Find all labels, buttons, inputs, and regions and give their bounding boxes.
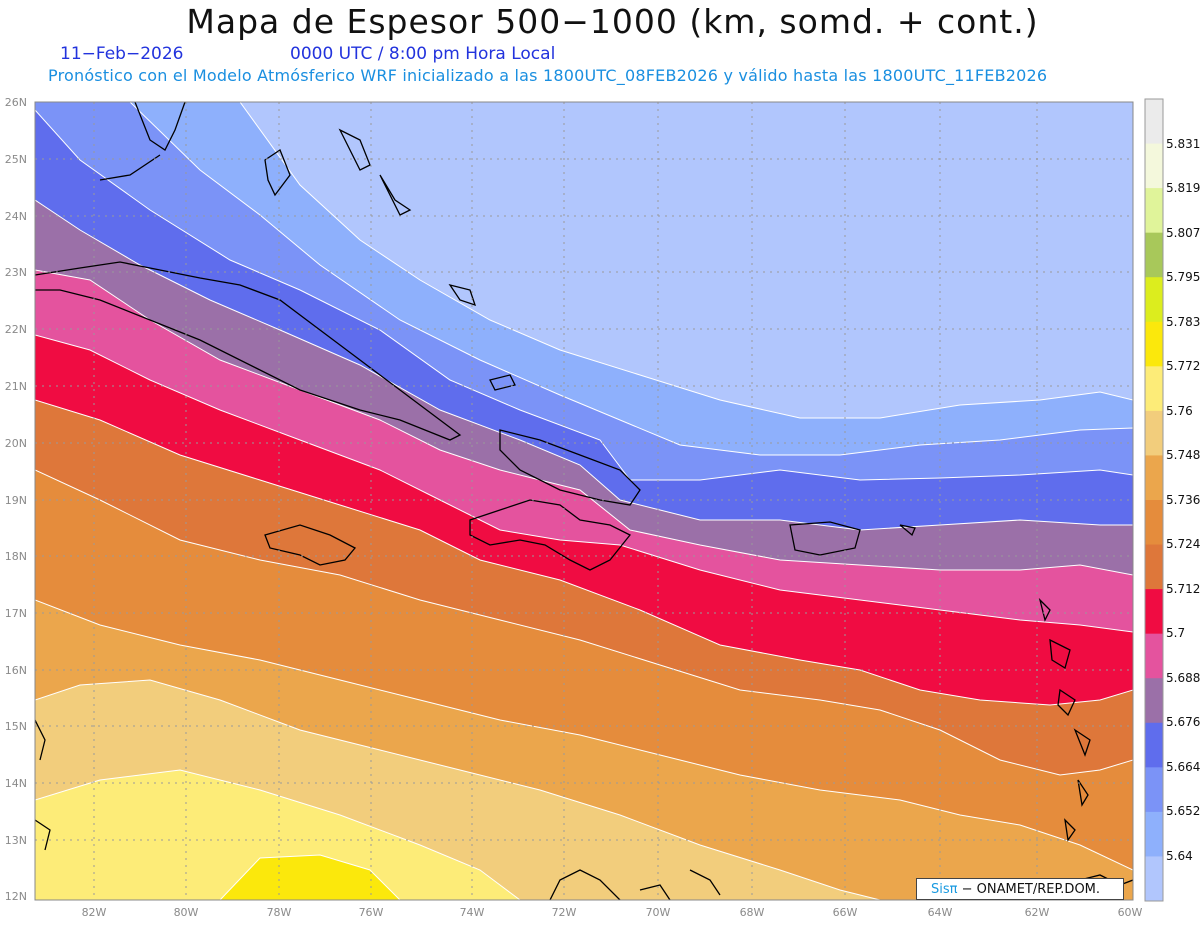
- colorbar-label: 5.64: [1166, 849, 1193, 863]
- colorbar-label: 5.748: [1166, 448, 1200, 462]
- colorbar-swatch: [1145, 589, 1163, 635]
- lon-label: 66W: [833, 906, 858, 919]
- lat-label: 16N: [5, 664, 27, 677]
- forecast-time: 0000 UTC / 8:00 pm Hora Local: [290, 44, 556, 64]
- colorbar-swatch: [1145, 410, 1163, 456]
- colorbar-label: 5.736: [1166, 493, 1200, 507]
- lon-label: 62W: [1025, 906, 1050, 919]
- lon-label: 70W: [646, 906, 671, 919]
- lat-label: 13N: [5, 834, 27, 847]
- lon-label: 80W: [174, 906, 199, 919]
- colorbar-swatch: [1145, 722, 1163, 768]
- gridlines: [35, 102, 1133, 900]
- lon-label: 72W: [552, 906, 577, 919]
- colorbar-label: 5.7: [1166, 626, 1185, 640]
- lon-label: 64W: [928, 906, 953, 919]
- credit-text: − ONAMET/REP.DOM.: [961, 882, 1101, 897]
- colorbar-swatch: [1145, 277, 1163, 323]
- lon-label: 82W: [82, 906, 107, 919]
- credit-box: Sisπ − ONAMET/REP.DOM.: [916, 878, 1124, 900]
- lat-labels: 26N 25N 24N 23N 22N 21N 20N 19N 18N 17N …: [5, 96, 27, 903]
- colorbar-swatch: [1145, 321, 1163, 367]
- colorbar-label: 5.795: [1166, 270, 1200, 284]
- colorbar-swatch: [1145, 544, 1163, 590]
- colorbar-label: 5.783: [1166, 315, 1200, 329]
- map-title: Mapa de Espesor 500−1000 (km, somd. + co…: [186, 2, 1039, 41]
- colorbar-swatch: [1145, 366, 1163, 412]
- forecast-date: 11−Feb−2026: [60, 44, 184, 64]
- colorbar-swatch: [1145, 767, 1163, 813]
- lat-label: 25N: [5, 153, 27, 166]
- colorbar-label: 5.772: [1166, 359, 1200, 373]
- colorbar-labels: 5.831 5.819 5.807 5.795 5.783 5.772 5.76…: [1166, 137, 1200, 863]
- colorbar-swatch: [1145, 811, 1163, 857]
- lat-label: 14N: [5, 777, 27, 790]
- lon-label: 60W: [1118, 906, 1143, 919]
- colorbar-label: 5.652: [1166, 804, 1200, 818]
- colorbar-swatch: [1145, 232, 1163, 278]
- contour-fills: [35, 102, 1133, 900]
- colorbar-swatch: [1145, 455, 1163, 501]
- colorbar-swatch: [1145, 143, 1163, 189]
- lat-label: 15N: [5, 720, 27, 733]
- lat-label: 20N: [5, 437, 27, 450]
- colorbar-swatch: [1145, 633, 1163, 679]
- colorbar-label: 5.76: [1166, 404, 1193, 418]
- colorbar-swatch: [1145, 188, 1163, 234]
- lon-labels: 82W 80W 78W 76W 74W 72W 70W 68W 66W 64W …: [82, 906, 1143, 919]
- colorbar-label: 5.724: [1166, 537, 1200, 551]
- colorbar-swatch: [1145, 500, 1163, 546]
- lat-label: 22N: [5, 323, 27, 336]
- colorbar-label: 5.676: [1166, 715, 1200, 729]
- lon-label: 74W: [460, 906, 485, 919]
- colorbar: [1144, 98, 1164, 902]
- lat-label: 18N: [5, 550, 27, 563]
- colorbar-swatch: [1145, 678, 1163, 724]
- lat-label: 23N: [5, 266, 27, 279]
- lat-label: 21N: [5, 380, 27, 393]
- lat-label: 12N: [5, 890, 27, 903]
- lat-label: 24N: [5, 210, 27, 223]
- lon-label: 76W: [359, 906, 384, 919]
- plot-frame: [34, 101, 1134, 901]
- lat-label: 17N: [5, 607, 27, 620]
- credit-logo: Sisπ: [931, 882, 958, 897]
- lat-label: 26N: [5, 96, 27, 109]
- lat-label: 19N: [5, 494, 27, 507]
- colorbar-label: 5.664: [1166, 760, 1200, 774]
- colorbar-label: 5.819: [1166, 181, 1200, 195]
- colorbar-label: 5.831: [1166, 137, 1200, 151]
- colorbar-frame: [1144, 98, 1164, 902]
- colorbar-label: 5.688: [1166, 671, 1200, 685]
- lon-label: 78W: [267, 906, 292, 919]
- colorbar-label: 5.712: [1166, 582, 1200, 596]
- lon-label: 68W: [740, 906, 765, 919]
- coastlines: [35, 102, 1133, 900]
- forecast-description: Pronóstico con el Modelo Atmósferico WRF…: [48, 66, 1048, 85]
- colorbar-swatch: [1145, 99, 1163, 145]
- colorbar-swatch: [1145, 856, 1163, 902]
- colorbar-label: 5.807: [1166, 226, 1200, 240]
